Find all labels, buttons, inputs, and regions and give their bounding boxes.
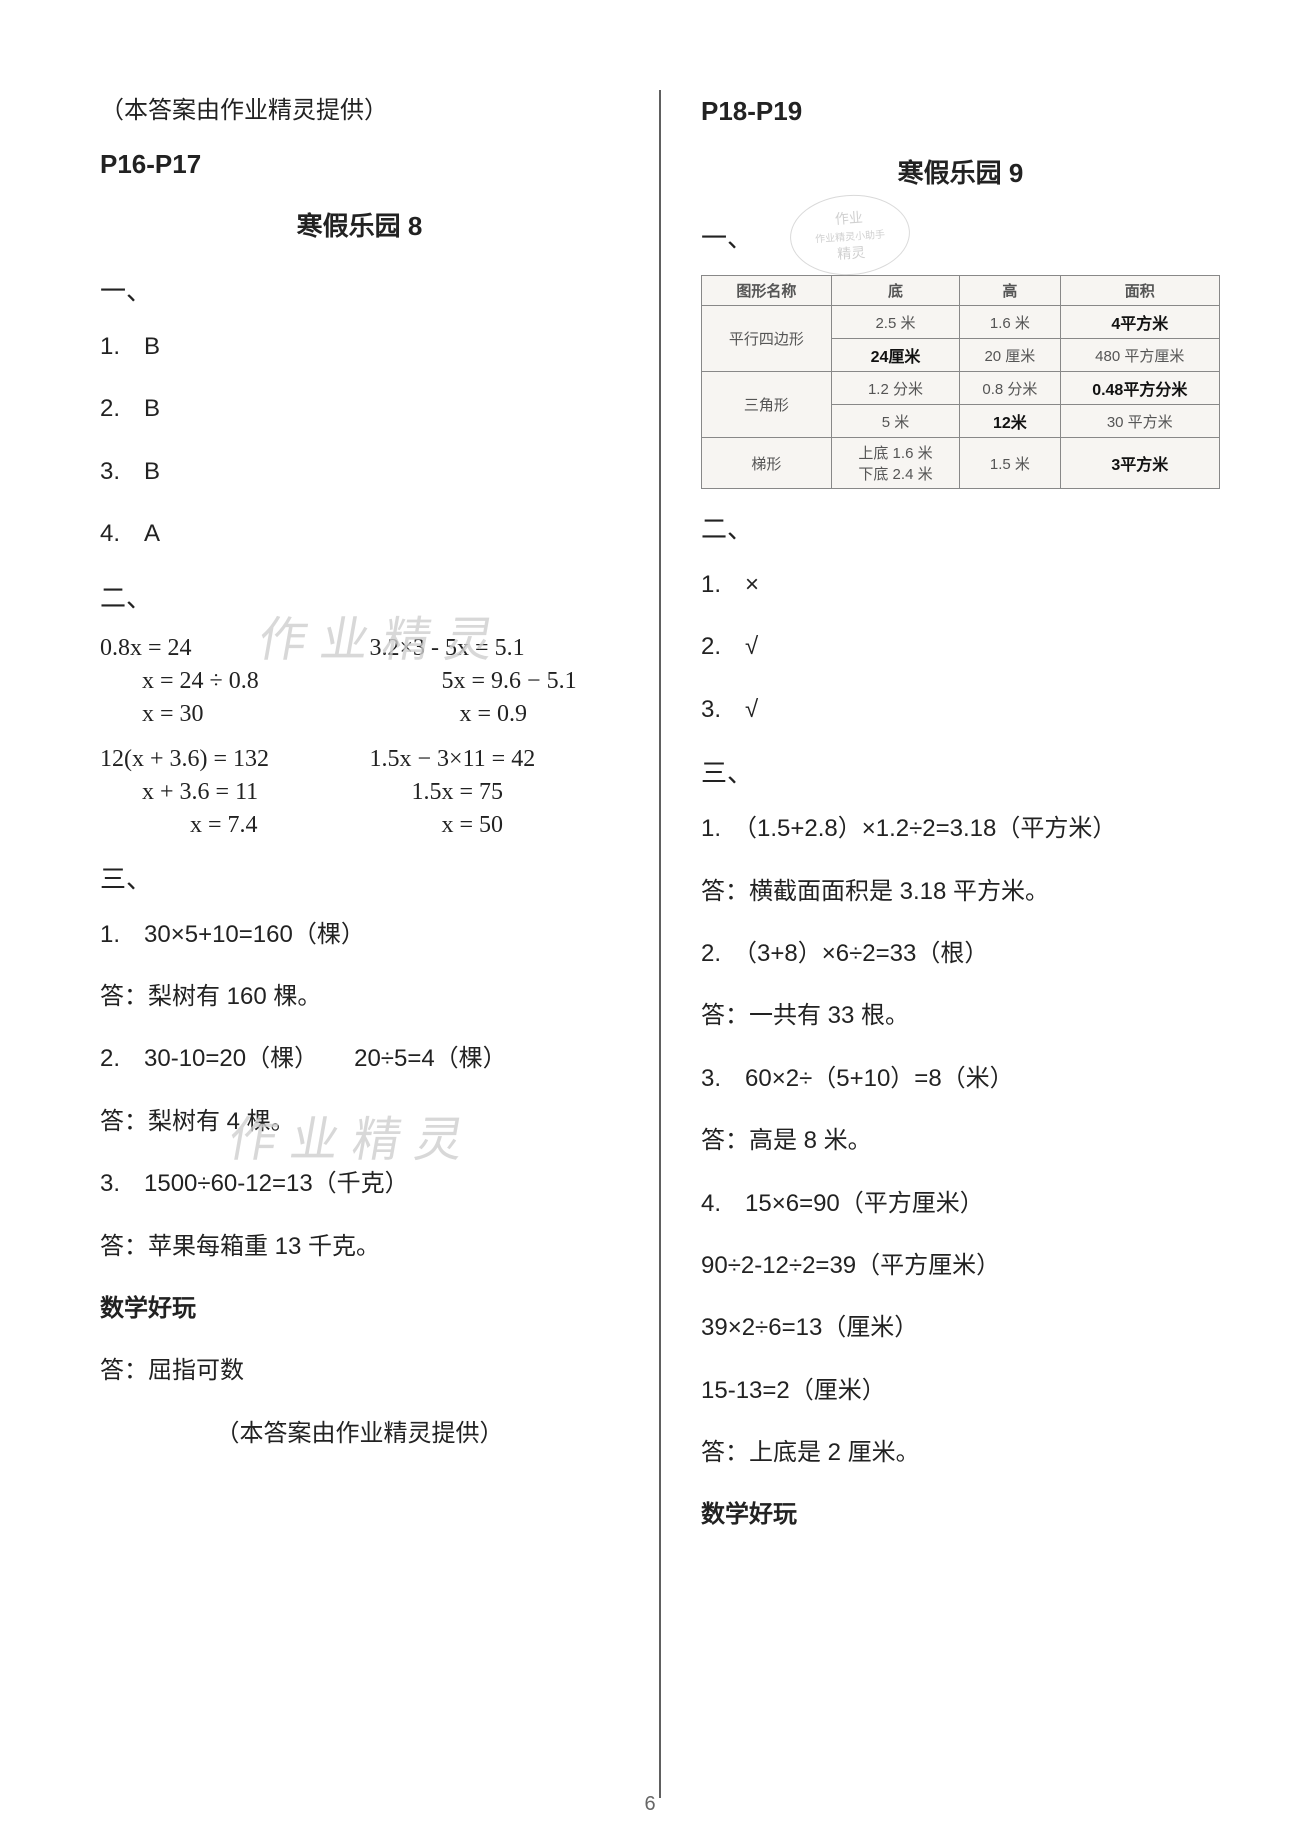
table-cell: 12米	[960, 405, 1060, 438]
page-range-left: P16-P17	[100, 149, 619, 180]
equation: 5x = 9.6 − 5.1	[370, 668, 620, 695]
equation: x = 30	[100, 701, 350, 728]
shape-name-cell: 梯形	[702, 438, 832, 489]
provider-note-bottom: （本答案由作业精灵提供）	[100, 1415, 619, 1453]
equation: 1.5x − 3×11 = 42	[370, 746, 620, 773]
table-cell: 4平方米	[1060, 306, 1219, 339]
answer-line: 答：梨树有 160 棵。	[100, 978, 619, 1016]
shape-name-cell: 三角形	[702, 372, 832, 438]
table-cell: 0.8 分米	[960, 372, 1060, 405]
table-row: 平行四边形2.5 米1.6 米4平方米	[702, 306, 1220, 339]
table-cell: 0.48平方分米	[1060, 372, 1219, 405]
equation: 0.8x = 24	[100, 635, 350, 662]
table-cell: 3平方米	[1060, 438, 1219, 489]
equation: x = 24 ÷ 0.8	[100, 668, 350, 695]
answer-line: 4. A	[100, 515, 619, 553]
answer-line: 答：上底是 2 厘米。	[701, 1434, 1220, 1472]
answer-line: 15-13=2（厘米）	[701, 1372, 1220, 1410]
part2-label-left: 二、	[100, 578, 619, 615]
table-cell: 1.2 分米	[831, 372, 960, 405]
answer-line: 3. B	[100, 453, 619, 491]
answer-line: 答：一共有 33 根。	[701, 997, 1220, 1035]
right-column: P18-P19 寒假乐园 9 一、 图形名称 底 高 面积 平行四边形2.5 米…	[671, 90, 1220, 1798]
table-header: 高	[960, 276, 1060, 306]
table-header: 图形名称	[702, 276, 832, 306]
answer-line: 答：苹果每箱重 13 千克。	[100, 1228, 619, 1266]
equation: 1.5x = 75	[370, 779, 620, 806]
column-divider	[659, 90, 661, 1798]
table-cell: 1.5 米	[960, 438, 1060, 489]
section-title-left: 寒假乐园 8	[100, 206, 619, 243]
math-fun-label-right: 数学好玩	[701, 1496, 1220, 1534]
answer-line: 3. 1500÷60-12=13（千克）	[100, 1165, 619, 1203]
table-row: 梯形上底 1.6 米 下底 2.4 米1.5 米3平方米	[702, 438, 1220, 489]
two-column-layout: （本答案由作业精灵提供） P16-P17 寒假乐园 8 一、 1. B 2. B…	[100, 90, 1220, 1798]
equation: 12(x + 3.6) = 132	[100, 746, 350, 773]
equation: x = 7.4	[100, 812, 350, 839]
answer-line: 90÷2-12÷2=39（平方厘米）	[701, 1247, 1220, 1285]
answer-line: 答：横截面面积是 3.18 平方米。	[701, 873, 1220, 911]
table-cell: 1.6 米	[960, 306, 1060, 339]
answer-line: 2. B	[100, 390, 619, 428]
part1-label-left: 一、	[100, 271, 619, 308]
table-header: 底	[831, 276, 960, 306]
table-cell: 5 米	[831, 405, 960, 438]
table-header: 面积	[1060, 276, 1219, 306]
table-cell: 2.5 米	[831, 306, 960, 339]
part2-label-right: 二、	[701, 509, 1220, 546]
answer-line: 答：高是 8 米。	[701, 1122, 1220, 1160]
part3-label-left: 三、	[100, 859, 619, 896]
answer-line: 3. 60×2÷（5+10）=8（米）	[701, 1060, 1220, 1098]
answer-line: 答：梨树有 4 棵。	[100, 1103, 619, 1141]
answer-line: 2. 30-10=20（棵） 20÷5=4（棵）	[100, 1040, 619, 1078]
table-row: 三角形1.2 分米0.8 分米0.48平方分米	[702, 372, 1220, 405]
part3-label-right: 三、	[701, 753, 1220, 790]
equation: x + 3.6 = 11	[100, 779, 350, 806]
answer-line: 1. （1.5+2.8）×1.2÷2=3.18（平方米）	[701, 810, 1220, 848]
table-cell: 24厘米	[831, 339, 960, 372]
equation: x = 50	[370, 812, 620, 839]
page-number: 6	[644, 1793, 655, 1816]
shape-name-cell: 平行四边形	[702, 306, 832, 372]
provider-note-top: （本答案由作业精灵提供）	[100, 90, 619, 125]
answer-line: 1. ×	[701, 566, 1220, 604]
page-range-right: P18-P19	[701, 96, 1220, 127]
answer-line: 1. B	[100, 328, 619, 366]
math-fun-answer-left: 答：屈指可数	[100, 1352, 619, 1390]
shape-area-table: 图形名称 底 高 面积 平行四边形2.5 米1.6 米4平方米24厘米20 厘米…	[701, 275, 1220, 489]
answer-line: 4. 15×6=90（平方厘米）	[701, 1185, 1220, 1223]
table-cell: 上底 1.6 米 下底 2.4 米	[831, 438, 960, 489]
answer-line: 3. √	[701, 691, 1220, 729]
equation: 3.2×3 - 5x = 5.1	[370, 635, 620, 662]
answer-line: 2. √	[701, 628, 1220, 666]
answer-line: 2. （3+8）×6÷2=33（根）	[701, 935, 1220, 973]
equation: x = 0.9	[370, 701, 620, 728]
table-cell: 20 厘米	[960, 339, 1060, 372]
math-fun-label-left: 数学好玩	[100, 1290, 619, 1328]
table-cell: 480 平方厘米	[1060, 339, 1219, 372]
part1-label-right: 一、	[701, 218, 1220, 255]
table-cell: 30 平方米	[1060, 405, 1219, 438]
answer-line: 39×2÷6=13（厘米）	[701, 1309, 1220, 1347]
answer-line: 1. 30×5+10=160（棵）	[100, 916, 619, 954]
equation-grid: 0.8x = 24 3.2×3 - 5x = 5.1 x = 24 ÷ 0.8 …	[100, 635, 619, 839]
section-title-right: 寒假乐园 9	[701, 153, 1220, 190]
left-column: （本答案由作业精灵提供） P16-P17 寒假乐园 8 一、 1. B 2. B…	[100, 90, 649, 1798]
